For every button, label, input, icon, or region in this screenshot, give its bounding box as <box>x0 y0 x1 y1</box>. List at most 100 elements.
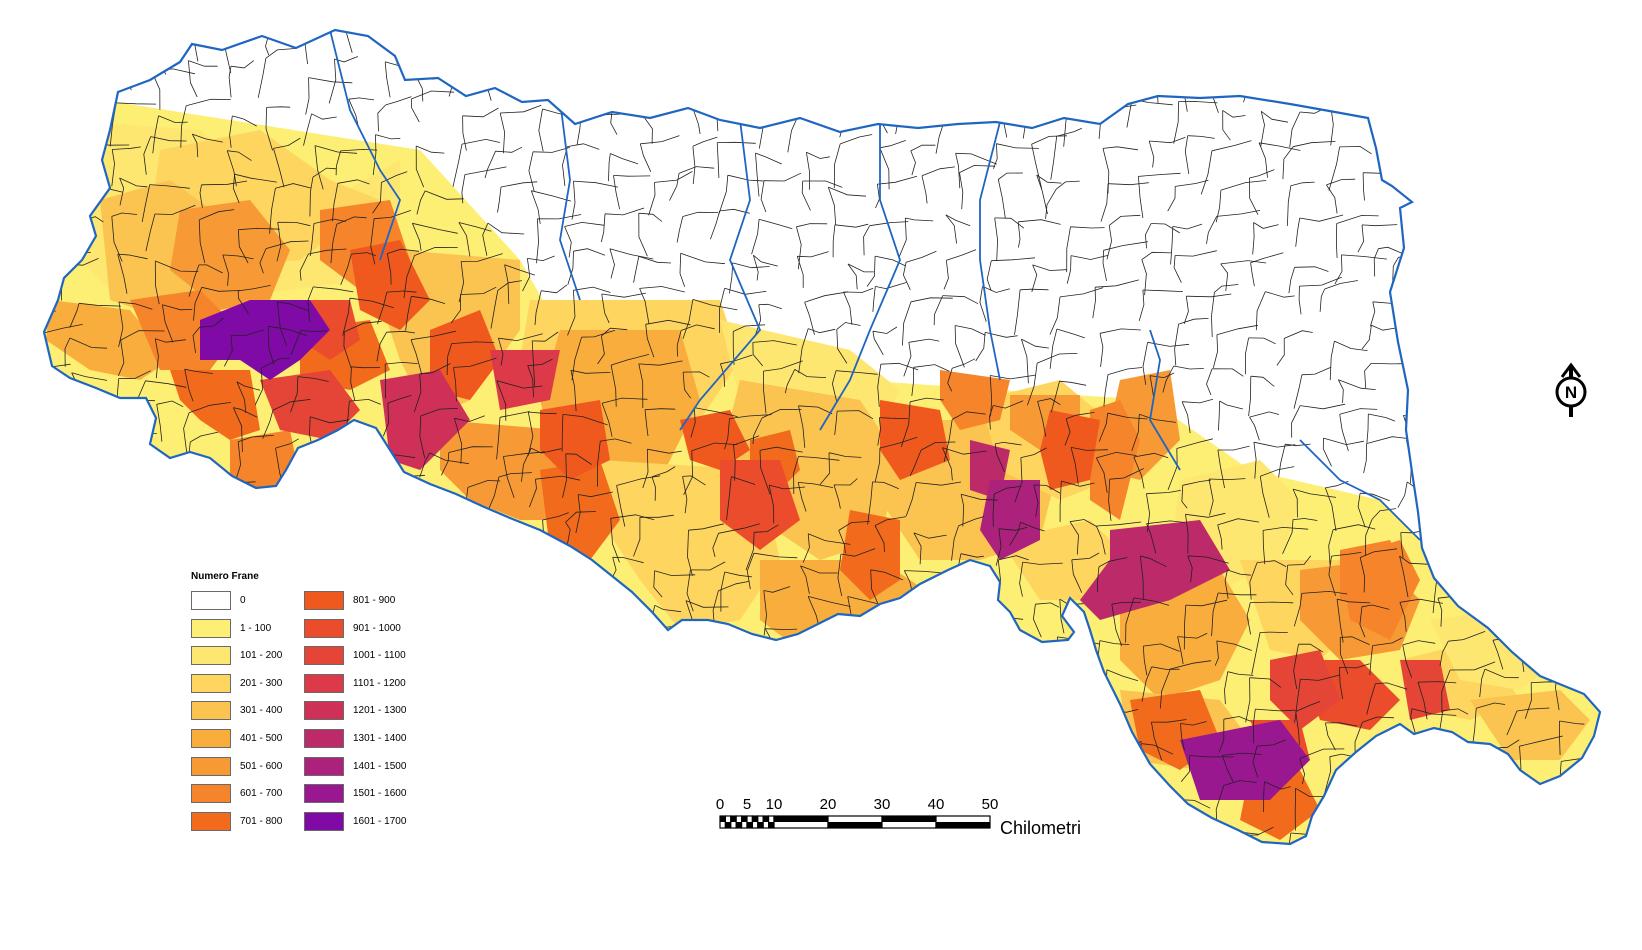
municipal-boundary <box>1484 668 1519 679</box>
municipal-boundary <box>1032 264 1067 271</box>
municipal-boundary <box>1339 667 1344 700</box>
municipal-boundary <box>454 415 485 423</box>
municipal-boundary <box>990 374 1036 380</box>
municipal-boundary <box>1550 67 1558 100</box>
municipal-boundary <box>1101 57 1110 96</box>
municipal-boundary <box>1448 631 1486 642</box>
municipal-boundary <box>313 218 346 224</box>
municipal-boundary <box>1444 409 1455 441</box>
municipal-boundary <box>1111 601 1142 605</box>
municipal-boundary <box>1283 73 1295 105</box>
municipal-boundary <box>1522 177 1547 183</box>
municipal-boundary <box>416 673 450 678</box>
municipal-boundary <box>70 111 82 156</box>
municipal-boundary <box>686 569 694 612</box>
municipal-boundary <box>1185 512 1226 518</box>
municipal-boundary <box>901 708 906 749</box>
municipal-boundary <box>449 624 480 632</box>
municipal-boundary <box>150 675 156 711</box>
municipal-boundary <box>330 224 338 264</box>
municipal-boundary <box>496 380 507 421</box>
municipal-boundary <box>531 64 536 92</box>
municipal-boundary <box>1227 671 1254 676</box>
municipal-boundary <box>184 368 213 374</box>
municipal-boundary <box>123 697 154 706</box>
municipal-boundary <box>1050 381 1060 413</box>
municipal-boundary <box>796 256 804 288</box>
municipal-boundary <box>1103 708 1108 738</box>
municipal-boundary <box>336 216 367 225</box>
municipal-boundary <box>496 380 543 389</box>
municipal-boundary <box>183 412 190 454</box>
legend-label: 1101 - 1200 <box>353 677 406 689</box>
municipal-boundary <box>1291 405 1301 438</box>
municipal-boundary <box>884 778 924 787</box>
municipal-boundary <box>1133 452 1169 459</box>
municipal-boundary <box>498 333 543 342</box>
municipal-boundary <box>343 662 379 669</box>
municipal-boundary <box>1177 636 1184 665</box>
municipal-boundary <box>1187 555 1229 564</box>
municipal-boundary <box>690 407 696 438</box>
municipal-boundary <box>731 476 756 485</box>
municipal-boundary <box>765 628 798 631</box>
municipal-boundary <box>995 441 1022 446</box>
municipal-boundary <box>449 61 483 71</box>
north-arrow-icon: N <box>1555 362 1587 417</box>
municipal-boundary <box>1437 571 1471 577</box>
municipal-boundary <box>1398 74 1440 80</box>
municipal-boundary <box>874 525 885 552</box>
municipal-boundary <box>1512 365 1551 371</box>
municipal-boundary <box>76 183 82 218</box>
municipal-boundary <box>1146 523 1157 554</box>
municipal-boundary <box>802 533 810 563</box>
municipality-area <box>840 510 900 600</box>
municipal-boundary <box>756 714 763 743</box>
province-boundary <box>1299 439 1421 541</box>
municipal-boundary <box>46 630 53 661</box>
municipal-boundary <box>1441 669 1451 713</box>
legend-label: 101 - 200 <box>240 650 283 662</box>
municipal-boundary <box>1056 328 1085 339</box>
legend-swatch <box>191 756 231 776</box>
municipal-boundary <box>1211 140 1252 152</box>
municipal-boundary <box>114 442 124 479</box>
municipal-boundary <box>1061 480 1095 487</box>
municipal-boundary <box>567 251 574 285</box>
municipal-boundary <box>1020 759 1031 791</box>
municipal-boundary <box>833 484 841 509</box>
scale-segment-fill <box>768 822 774 828</box>
municipal-boundary <box>870 645 882 688</box>
municipal-boundary <box>837 410 874 420</box>
municipal-boundary <box>1487 559 1498 601</box>
municipal-boundary <box>372 182 382 214</box>
municipal-boundary <box>424 190 464 200</box>
municipal-boundary <box>1506 710 1518 736</box>
municipal-boundary <box>541 31 569 38</box>
municipal-boundary <box>496 666 525 672</box>
legend-swatch <box>191 701 231 721</box>
municipal-boundary <box>414 30 456 33</box>
municipal-boundary <box>808 596 851 607</box>
municipal-boundary <box>1590 76 1600 84</box>
municipal-boundary <box>609 248 615 279</box>
municipal-boundary <box>1479 214 1489 254</box>
municipal-boundary <box>797 482 807 512</box>
municipal-boundary <box>1133 597 1170 606</box>
municipal-boundary <box>1180 723 1185 751</box>
municipal-boundary <box>838 521 870 531</box>
municipal-boundary <box>498 472 532 478</box>
municipal-boundary <box>116 779 142 786</box>
municipal-boundary <box>120 752 164 758</box>
municipal-boundary <box>1033 95 1075 101</box>
municipal-boundary <box>900 401 911 448</box>
municipal-boundary <box>916 481 962 486</box>
municipal-boundary <box>806 152 810 190</box>
municipal-boundary <box>1339 408 1378 415</box>
municipal-boundary <box>1172 223 1203 230</box>
municipal-boundary <box>80 441 90 487</box>
municipal-boundary <box>872 752 907 764</box>
municipal-boundary <box>636 788 648 815</box>
municipal-boundary <box>344 723 378 728</box>
municipal-boundary <box>1295 711 1300 746</box>
